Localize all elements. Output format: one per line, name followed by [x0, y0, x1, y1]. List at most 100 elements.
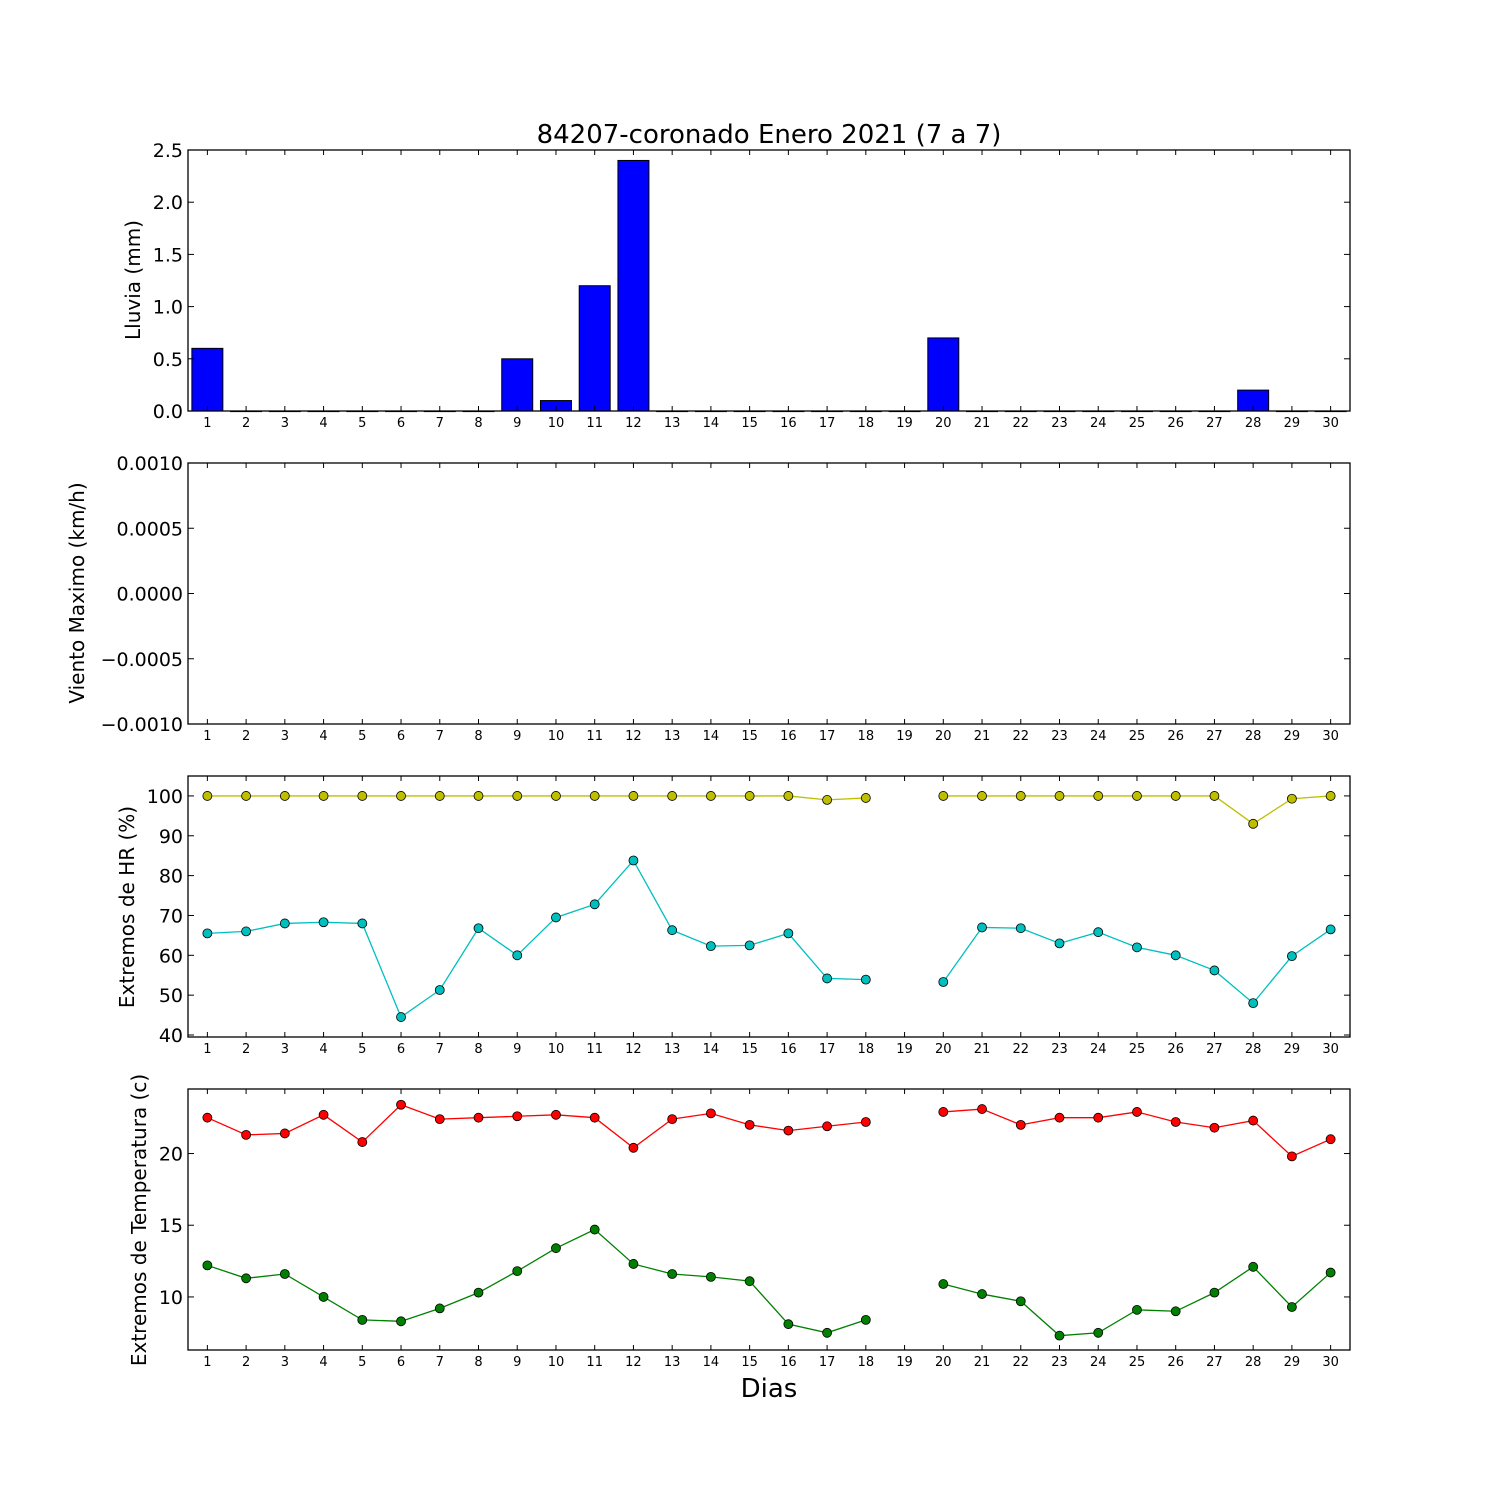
rain-panel: 84207-coronado Enero 2021 (7 a 7) Lluvia… — [121, 120, 1351, 431]
y-tick-label: 10 — [159, 1287, 183, 1309]
series-0-point — [357, 1137, 368, 1147]
series-1-point — [938, 1279, 949, 1289]
series-0-point — [1132, 1107, 1142, 1117]
y-tick-label: 0.0000 — [117, 584, 183, 606]
rain-bar — [501, 358, 534, 412]
x-tick-label: 9 — [513, 416, 521, 431]
x-tick-label: 14 — [703, 1042, 720, 1057]
x-tick-label: 30 — [1322, 729, 1339, 744]
rain-bar — [578, 285, 611, 412]
x-tick-label: 21 — [974, 416, 991, 431]
x-tick-label: 20 — [935, 416, 952, 431]
series-1-point — [241, 1273, 252, 1284]
x-tick-label: 17 — [819, 1042, 836, 1057]
x-tick-label: 22 — [1012, 729, 1029, 744]
x-tick-label: 3 — [281, 729, 289, 744]
series-1-point — [279, 1269, 290, 1279]
series-0-point — [241, 791, 252, 801]
x-tick-label: 24 — [1090, 729, 1107, 744]
rain-bar — [617, 159, 650, 412]
series-1-point — [551, 912, 561, 923]
series-1-point — [512, 950, 523, 961]
y-tick-label: 40 — [159, 1025, 183, 1047]
temperature-y-ticks: 10 15 20 — [159, 1144, 1350, 1309]
series-0-point — [1170, 1117, 1181, 1127]
x-tick-label: 4 — [319, 729, 327, 744]
x-tick-label: 5 — [358, 1355, 366, 1370]
x-tick-label: 22 — [1012, 1042, 1029, 1057]
series-1-point — [1209, 1287, 1220, 1298]
series-1-point — [860, 974, 871, 985]
series-0-point — [1093, 1112, 1104, 1123]
x-tick-label: 10 — [548, 729, 565, 744]
series-0-point — [1093, 791, 1104, 801]
series-0-point — [628, 1142, 639, 1153]
series-0-point — [279, 1128, 290, 1139]
humidity-axes-frame — [187, 775, 1351, 1038]
x-tick-label: 3 — [281, 416, 289, 431]
x-tick-label: 26 — [1167, 1042, 1184, 1057]
series-0-point — [860, 793, 871, 803]
x-tick-label: 16 — [780, 1355, 797, 1370]
series-1-point — [1093, 927, 1104, 938]
series-0-point — [744, 1119, 755, 1130]
x-tick-label: 8 — [474, 1042, 482, 1057]
series-0-point — [551, 1109, 561, 1120]
humidity-y-ticks: 40 50 60 70 80 90 100 — [147, 786, 1350, 1047]
y-tick-label: 0.0010 — [117, 453, 183, 475]
series-1-point — [357, 1314, 368, 1325]
x-tick-label: 1 — [203, 729, 211, 744]
series-0-point — [1287, 1151, 1297, 1162]
series-0-point — [202, 791, 213, 801]
series-0-point — [241, 1129, 252, 1140]
series-1-point — [1054, 1330, 1065, 1341]
x-tick-label: 23 — [1051, 1355, 1068, 1370]
series-0-point — [1170, 791, 1181, 801]
x-tick-label: 2 — [242, 1042, 250, 1057]
temperature-axes-frame — [187, 1088, 1351, 1351]
series-0-point — [783, 1125, 794, 1136]
rain-bar — [191, 347, 224, 412]
x-tick-label: 18 — [858, 1042, 875, 1057]
series-0-point — [551, 791, 561, 801]
x-tick-label: 7 — [436, 729, 444, 744]
x-tick-label: 13 — [664, 1042, 681, 1057]
series-0-point — [318, 791, 329, 801]
humidity-lines — [202, 791, 1336, 1022]
rain-bar — [927, 337, 960, 412]
x-tick-label: 16 — [780, 1042, 797, 1057]
series-0-point — [1015, 1119, 1026, 1130]
y-tick-label: 90 — [159, 826, 183, 848]
series-1-point — [1325, 924, 1336, 935]
series-1-point — [667, 1269, 678, 1279]
x-tick-label: 26 — [1167, 1355, 1184, 1370]
x-tick-label: 27 — [1206, 1355, 1223, 1370]
x-tick-label: 15 — [741, 729, 758, 744]
series-0-point — [318, 1109, 329, 1120]
series-1-point — [977, 1289, 987, 1299]
y-tick-label: 60 — [159, 945, 183, 967]
x-tick-label: 13 — [664, 1355, 681, 1370]
series-0-point — [512, 1111, 523, 1122]
x-tick-label: 14 — [703, 729, 720, 744]
x-tick-label: 26 — [1167, 416, 1184, 431]
series-0-point — [473, 1112, 484, 1123]
x-tick-label: 11 — [586, 729, 603, 744]
wind-panel: Viento Maximo (km/h) −0.0010 −0.0005 0.000… — [65, 453, 1351, 744]
series-1-point — [783, 928, 794, 939]
humidity-x-ticks: 1 2 3 4 5 6 7 8 9 10 11 12 13 14 15 16 17 18 19 20 21 22 23 24 2… — [203, 776, 1339, 1057]
rain-y-axis-label: Lluvia (mm) — [121, 220, 145, 340]
x-tick-label: 8 — [474, 729, 482, 744]
temperature-lines — [202, 1099, 1336, 1341]
series-1-point — [1132, 942, 1142, 953]
x-tick-label: 29 — [1284, 1355, 1301, 1370]
series-0-point — [202, 1112, 213, 1123]
series-0-point — [434, 1114, 445, 1125]
x-tick-label: 2 — [242, 1355, 250, 1370]
x-tick-label: 1 — [203, 416, 211, 431]
x-tick-label: 19 — [896, 1355, 913, 1370]
x-tick-label: 14 — [703, 1355, 720, 1370]
rain-bars — [191, 159, 1347, 413]
wind-y-ticks: −0.0010 −0.0005 0.0000 0.0005 0.0010 — [101, 453, 1350, 736]
